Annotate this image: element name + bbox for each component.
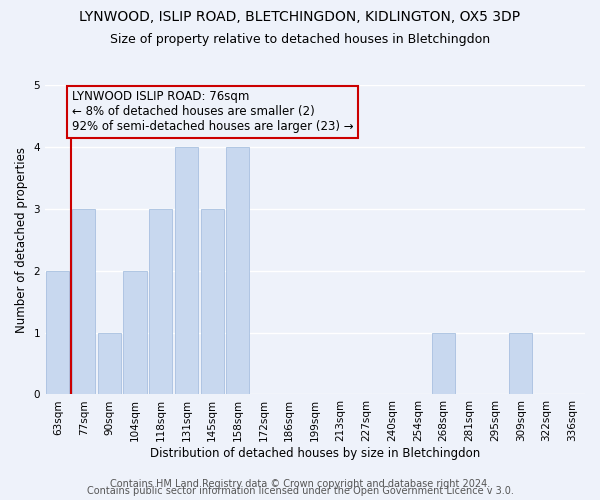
Y-axis label: Number of detached properties: Number of detached properties xyxy=(15,147,28,333)
Text: LYNWOOD ISLIP ROAD: 76sqm
← 8% of detached houses are smaller (2)
92% of semi-de: LYNWOOD ISLIP ROAD: 76sqm ← 8% of detach… xyxy=(72,90,353,134)
Text: LYNWOOD, ISLIP ROAD, BLETCHINGDON, KIDLINGTON, OX5 3DP: LYNWOOD, ISLIP ROAD, BLETCHINGDON, KIDLI… xyxy=(79,10,521,24)
Bar xyxy=(149,209,172,394)
Bar xyxy=(98,332,121,394)
Bar xyxy=(200,209,224,394)
Bar xyxy=(509,332,532,394)
Text: Contains HM Land Registry data © Crown copyright and database right 2024.: Contains HM Land Registry data © Crown c… xyxy=(110,479,490,489)
Text: Size of property relative to detached houses in Bletchingdon: Size of property relative to detached ho… xyxy=(110,32,490,46)
Bar xyxy=(46,271,70,394)
Bar xyxy=(124,271,146,394)
X-axis label: Distribution of detached houses by size in Bletchingdon: Distribution of detached houses by size … xyxy=(150,447,480,460)
Bar xyxy=(226,148,250,394)
Bar xyxy=(175,148,198,394)
Bar xyxy=(72,209,95,394)
Text: Contains public sector information licensed under the Open Government Licence v : Contains public sector information licen… xyxy=(86,486,514,496)
Bar xyxy=(432,332,455,394)
